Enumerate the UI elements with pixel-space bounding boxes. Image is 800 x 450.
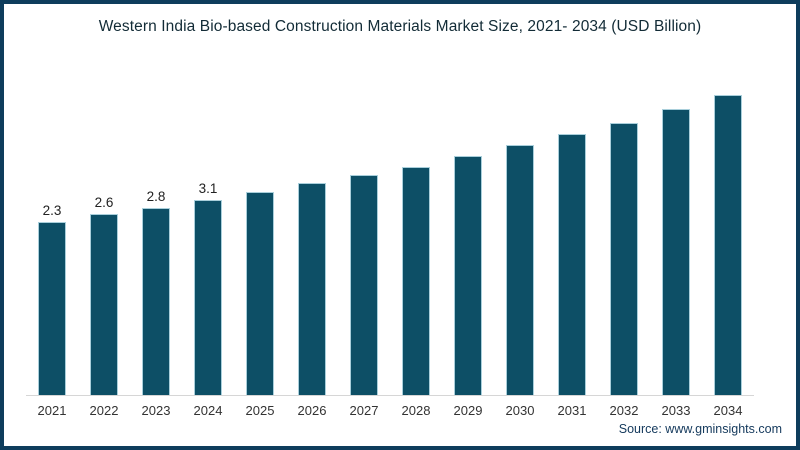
x-tick-2032: 2032 — [609, 403, 639, 418]
x-tick-2028: 2028 — [401, 403, 431, 418]
x-tick-2022: 2022 — [89, 403, 119, 418]
bar-2025 — [246, 192, 274, 395]
bar-2034 — [714, 95, 742, 395]
x-tick-2030: 2030 — [505, 403, 535, 418]
x-tick-2021: 2021 — [37, 403, 67, 418]
bar-2032 — [610, 123, 638, 395]
x-tick-2026: 2026 — [297, 403, 327, 418]
bar-value-label-2022: 2.6 — [94, 195, 114, 210]
bar-2029 — [454, 156, 482, 395]
bar-chart-plot: 2.3 2021 2.6 2022 2.8 2023 3.1 2024 2025 2026 2027… — [4, 4, 796, 446]
x-tick-2029: 2029 — [453, 403, 483, 418]
source-attribution: Source: www.gminsights.com — [618, 422, 782, 436]
bar-2030 — [506, 145, 534, 395]
bar-value-label-2021: 2.3 — [42, 203, 62, 218]
chart-title: Western India Bio-based Construction Mat… — [98, 18, 702, 35]
x-tick-2025: 2025 — [245, 403, 275, 418]
bar-2021 — [38, 222, 66, 395]
bar-2033 — [662, 109, 690, 395]
x-tick-2024: 2024 — [193, 403, 223, 418]
bar-value-label-2023: 2.8 — [146, 189, 166, 204]
x-axis-line — [26, 395, 754, 396]
x-tick-2031: 2031 — [557, 403, 587, 418]
x-tick-2027: 2027 — [349, 403, 379, 418]
bar-2024 — [194, 200, 222, 395]
bar-2028 — [402, 167, 430, 395]
bar-value-label-2024: 3.1 — [198, 181, 218, 196]
bar-2026 — [298, 183, 326, 395]
x-tick-2023: 2023 — [141, 403, 171, 418]
bar-2031 — [558, 134, 586, 395]
bar-2023 — [142, 208, 170, 395]
bar-2022 — [90, 214, 118, 395]
x-tick-2034: 2034 — [713, 403, 743, 418]
bar-2027 — [350, 175, 378, 395]
x-tick-2033: 2033 — [661, 403, 691, 418]
